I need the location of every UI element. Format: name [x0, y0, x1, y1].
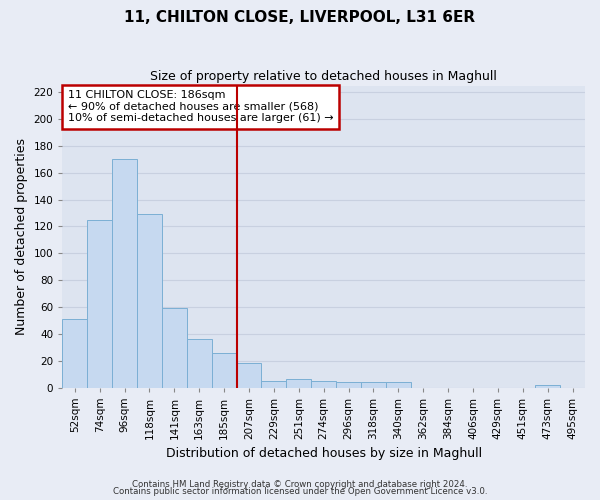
Bar: [262, 381, 286, 388]
Title: Size of property relative to detached houses in Maghull: Size of property relative to detached ho…: [150, 70, 497, 83]
X-axis label: Distribution of detached houses by size in Maghull: Distribution of detached houses by size …: [166, 447, 482, 460]
Bar: [336, 382, 361, 388]
Bar: [311, 381, 336, 388]
Bar: [62, 319, 87, 388]
Bar: [236, 364, 262, 388]
Bar: [137, 214, 162, 388]
Bar: [187, 339, 212, 388]
Bar: [87, 220, 112, 388]
Bar: [212, 352, 236, 388]
Y-axis label: Number of detached properties: Number of detached properties: [15, 138, 28, 335]
Text: Contains public sector information licensed under the Open Government Licence v3: Contains public sector information licen…: [113, 488, 487, 496]
Bar: [361, 382, 386, 388]
Text: Contains HM Land Registry data © Crown copyright and database right 2024.: Contains HM Land Registry data © Crown c…: [132, 480, 468, 489]
Text: 11 CHILTON CLOSE: 186sqm
← 90% of detached houses are smaller (568)
10% of semi-: 11 CHILTON CLOSE: 186sqm ← 90% of detach…: [68, 90, 333, 124]
Text: 11, CHILTON CLOSE, LIVERPOOL, L31 6ER: 11, CHILTON CLOSE, LIVERPOOL, L31 6ER: [124, 10, 476, 25]
Bar: [112, 160, 137, 388]
Bar: [386, 382, 411, 388]
Bar: [162, 308, 187, 388]
Bar: [535, 385, 560, 388]
Bar: [286, 380, 311, 388]
